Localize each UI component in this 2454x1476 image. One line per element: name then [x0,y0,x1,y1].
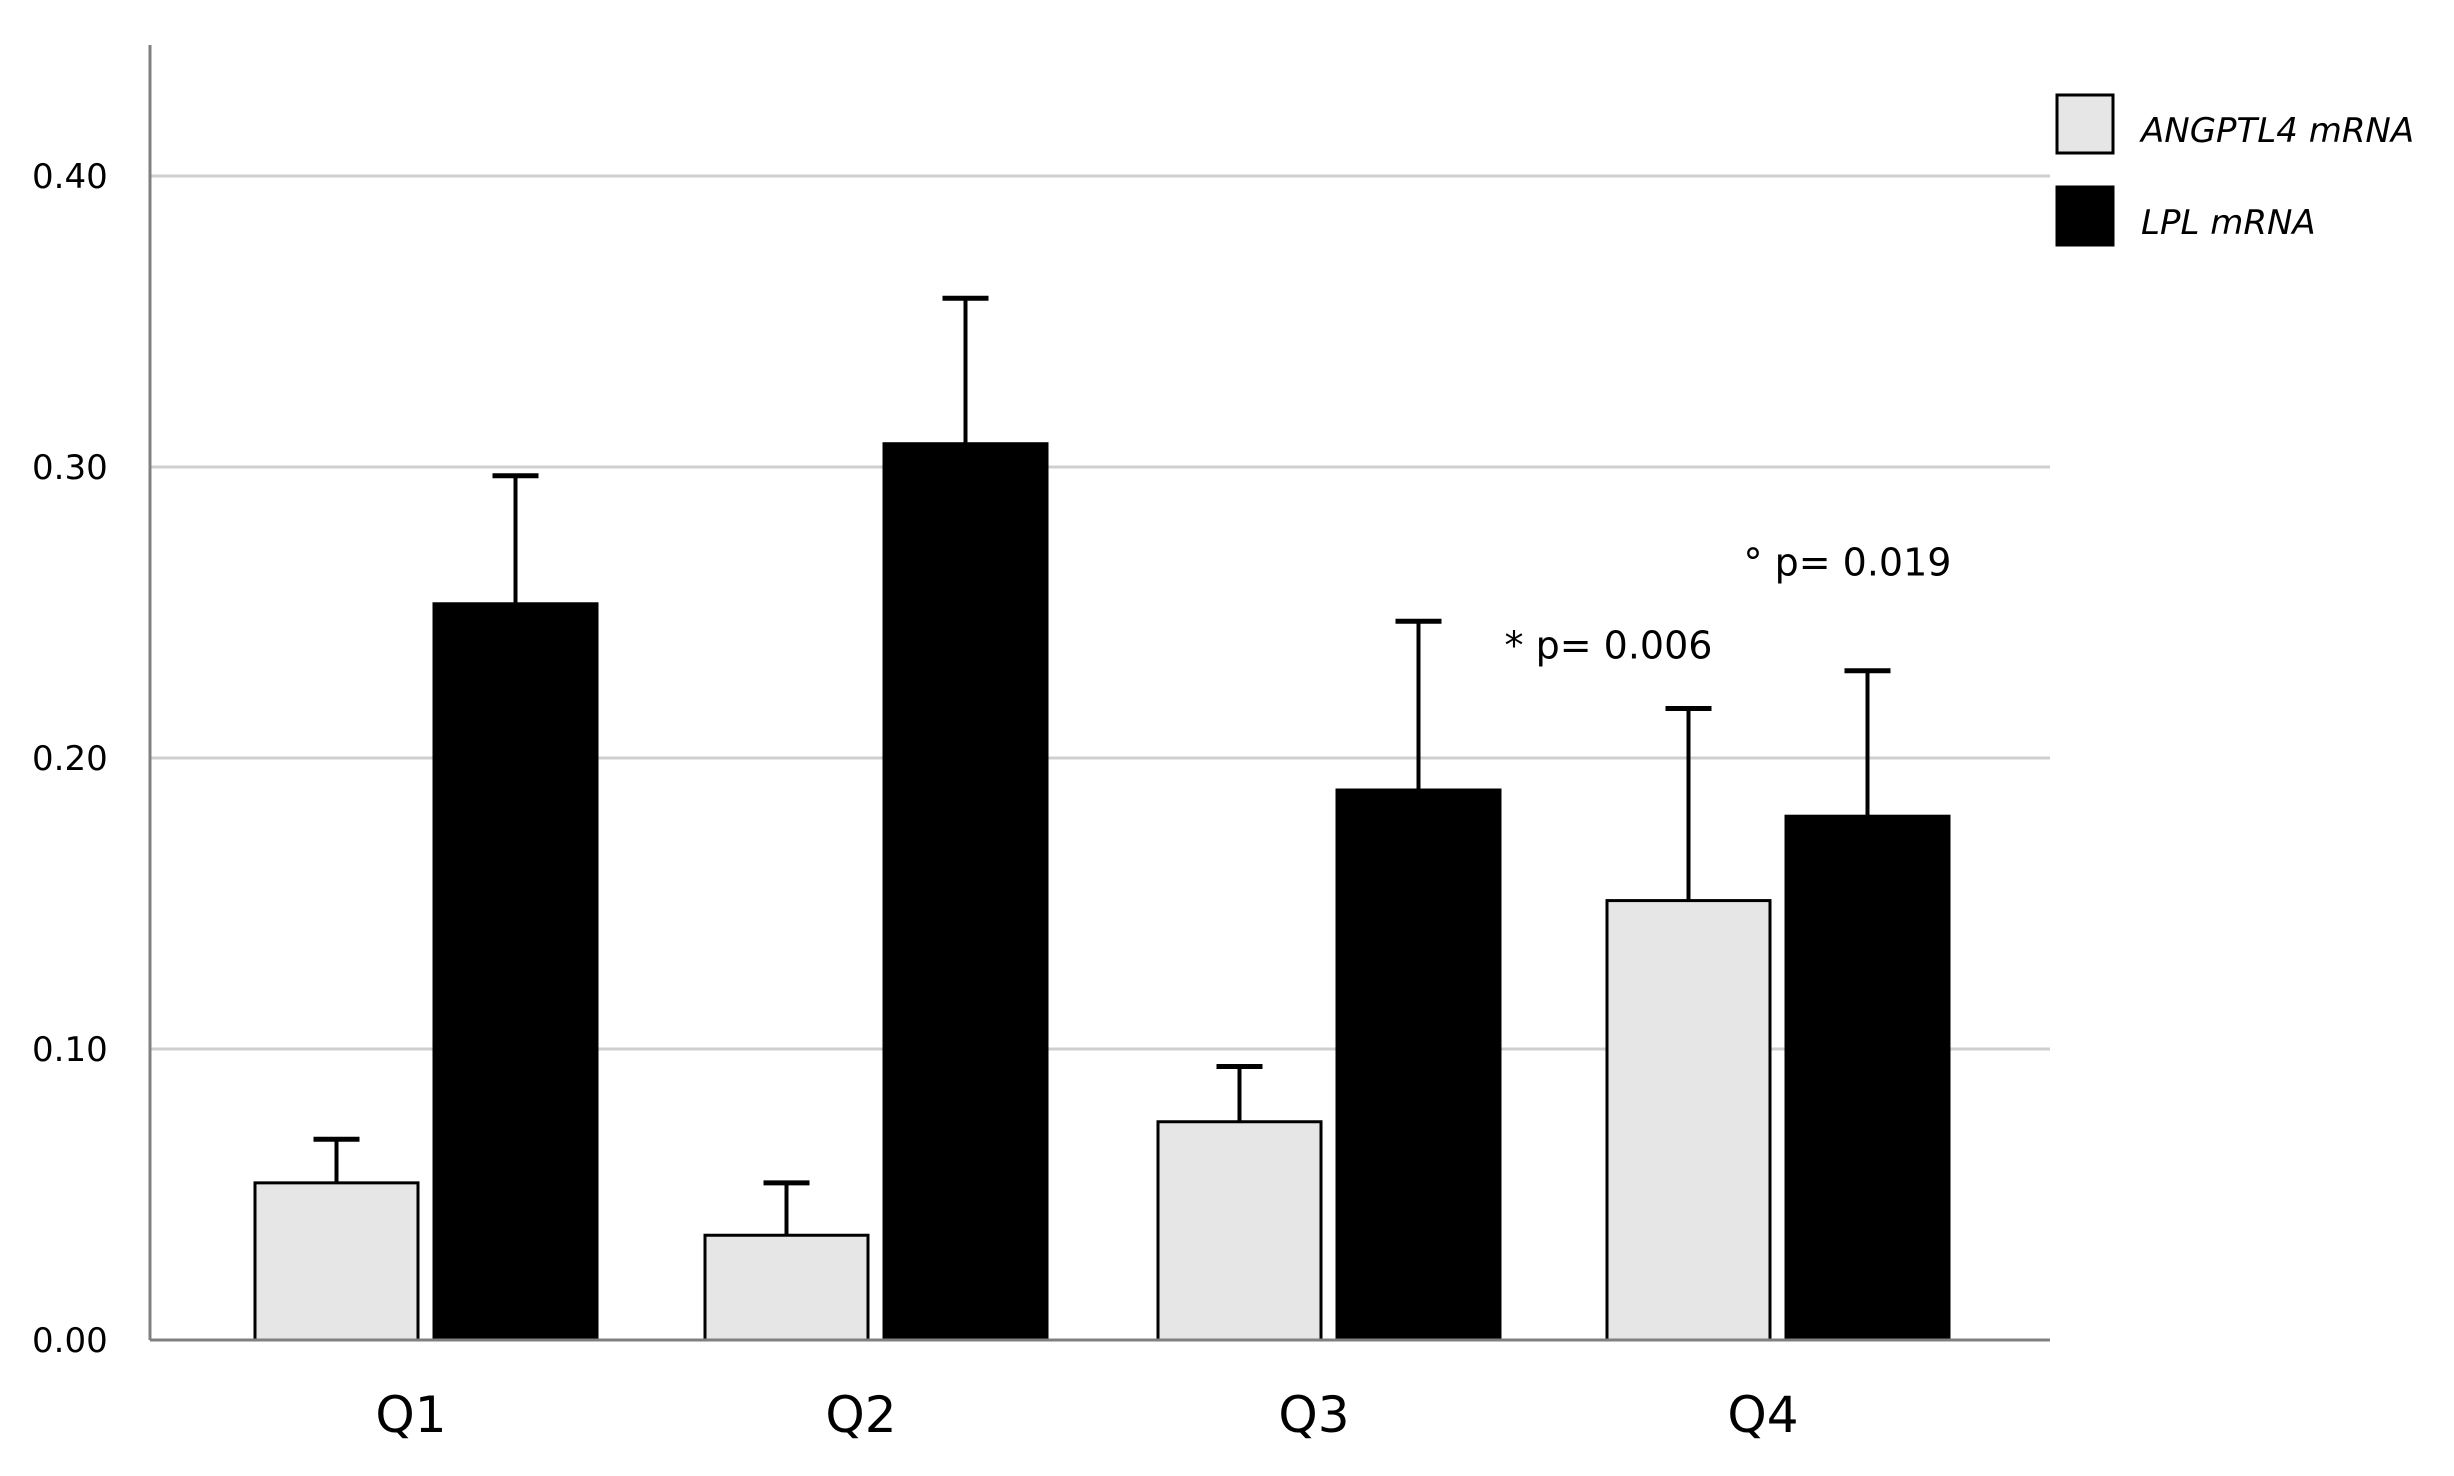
x-category-label: Q4 [1727,1386,1798,1444]
bar-angptl4 [253,1181,420,1342]
bar-angptl4 [703,1233,870,1342]
p-value-annotation: ° p= 0.019 [1744,541,1952,585]
bar-lpl [1784,814,1951,1342]
y-tick-label: 0.10 [32,1030,108,1070]
y-tick-label: 0.00 [32,1321,108,1361]
bar-angptl4 [1605,899,1772,1342]
bar-angptl4 [1156,1120,1323,1342]
y-tick-label: 0.20 [32,739,108,779]
x-category-label: Q1 [375,1386,446,1444]
y-tick-label: 0.30 [32,448,108,488]
p-value-annotation: * p= 0.006 [1505,624,1713,668]
legend-label: ANGPTL4 mRNA [2139,111,2414,151]
x-category-labels: Q1 Q2 Q3 Q4 [375,1386,1798,1444]
legend-label: LPL mRNA [2141,203,2316,243]
error-bars [313,295,1891,1236]
bar-lpl [882,442,1049,1342]
legend: ANGPTL4 mRNA LPL mRNA [2055,93,2414,247]
bar-lpl [1335,788,1502,1342]
x-category-label: Q3 [1278,1386,1349,1444]
bars [253,442,1951,1342]
y-tick-label: 0.40 [32,157,108,197]
legend-swatch-lpl [2055,185,2115,247]
legend-swatch-angptl4 [2055,93,2115,155]
y-tick-labels: 0.00 0.10 0.20 0.30 0.40 [32,157,108,1361]
bar-lpl [432,602,599,1342]
annotations: * p= 0.006 ° p= 0.019 [1505,541,1952,668]
x-category-label: Q2 [825,1386,896,1444]
